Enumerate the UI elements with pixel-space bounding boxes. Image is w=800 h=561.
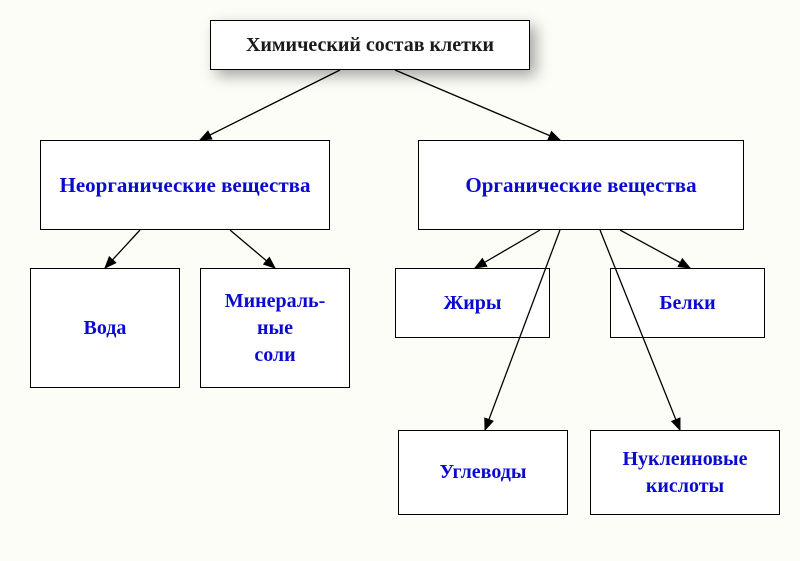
node-nucleic-label: Нуклеиновые кислоты	[597, 446, 773, 500]
node-root-label: Химический состав клетки	[246, 32, 494, 59]
edge-root-inorganic	[200, 70, 340, 140]
node-carbs: Углеводы	[398, 430, 568, 515]
node-carbs-label: Углеводы	[439, 459, 526, 486]
node-nucleic: Нуклеиновые кислоты	[590, 430, 780, 515]
node-organic: Органические вещества	[418, 140, 744, 230]
node-root: Химический состав клетки	[210, 20, 530, 70]
edge-root-organic	[395, 70, 560, 140]
edge-inorganic-water	[105, 230, 140, 268]
node-fats: Жиры	[395, 268, 550, 338]
node-proteins: Белки	[610, 268, 765, 338]
node-inorganic: Неорганические вещества	[40, 140, 330, 230]
node-water: Вода	[30, 268, 180, 388]
node-organic-label: Органические вещества	[465, 171, 696, 199]
node-inorganic-label: Неорганические вещества	[59, 171, 310, 199]
edge-organic-proteins	[620, 230, 690, 268]
node-salts-label: Минераль- ные соли	[225, 288, 326, 369]
node-salts: Минераль- ные соли	[200, 268, 350, 388]
node-proteins-label: Белки	[659, 290, 715, 317]
node-fats-label: Жиры	[443, 290, 501, 317]
node-water-label: Вода	[84, 315, 127, 342]
edge-inorganic-salts	[230, 230, 275, 268]
edge-organic-fats	[475, 230, 540, 268]
